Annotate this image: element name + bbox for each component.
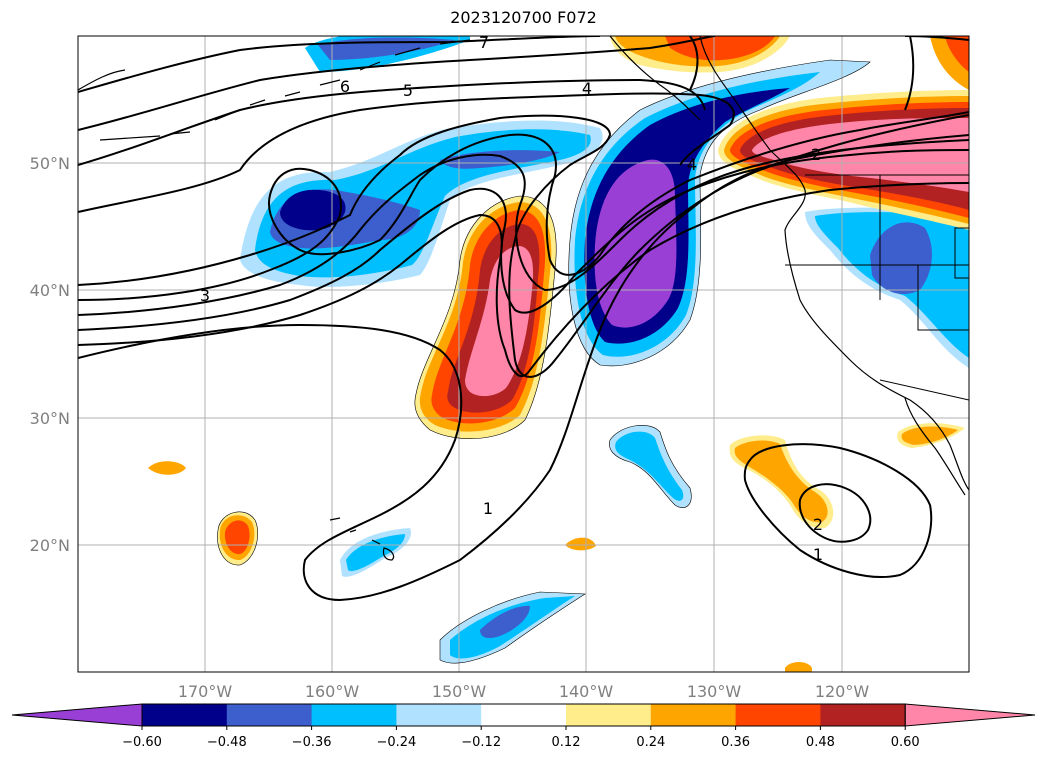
contour-label: 1	[483, 499, 493, 518]
positive-field-central	[414, 196, 557, 439]
contour-label: 2	[813, 515, 823, 534]
lon-label: 120°W	[815, 682, 870, 701]
lon-label: 150°W	[432, 682, 487, 701]
negative-field-south	[340, 425, 692, 664]
colorbar-tick-label: −0.60	[122, 735, 162, 750]
contour-label: 7	[479, 33, 489, 52]
colorbar-segment	[481, 704, 567, 726]
contour-label: 3	[200, 286, 210, 305]
lat-label: 50°N	[30, 154, 70, 173]
colorbar: −0.60 −0.48 −0.36 −0.24 −0.12 0.12 0.24 0.36 0.4…	[11, 703, 1036, 750]
colorbar-tick-label: −0.48	[207, 735, 247, 750]
colorbar-outline	[141, 703, 906, 727]
positive-field-south	[148, 423, 965, 672]
map-frame	[77, 35, 970, 673]
colorbar-tick-label: 0.36	[721, 735, 750, 750]
colorbar-segment	[566, 704, 652, 726]
colorbar-tick-label: −0.36	[292, 735, 332, 750]
colorbar-segment	[142, 704, 228, 726]
colorbar-tick-label: 0.60	[891, 735, 920, 750]
lat-label: 20°N	[30, 536, 70, 555]
lat-label: 40°N	[30, 281, 70, 300]
lon-label: 140°W	[559, 682, 614, 701]
longitude-labels: 170°W 160°W 150°W 140°W 130°W 120°W	[178, 682, 870, 701]
height-contours	[78, 36, 969, 602]
colorbar-extend-max	[904, 703, 1036, 727]
contour-label: 4	[582, 79, 592, 98]
contour-label: 2	[811, 145, 821, 164]
coastlines	[78, 36, 969, 561]
colorbar-tick-label: 0.48	[806, 735, 835, 750]
colorbar-tick-label: −0.12	[461, 735, 501, 750]
colorbar-tick-label: 0.24	[636, 735, 665, 750]
colorbar-segment	[820, 704, 906, 726]
colorbar-segment	[650, 704, 737, 726]
colorbar-segment	[311, 704, 397, 726]
colorbar-segment	[735, 704, 821, 726]
gridlines	[78, 36, 969, 672]
colorbar-extend-min	[11, 703, 143, 727]
lon-label: 130°W	[687, 682, 742, 701]
contour-label: 6	[340, 77, 350, 96]
colorbar-segment	[396, 704, 482, 726]
lon-label: 170°W	[178, 682, 233, 701]
colorbar-tick-label: −0.24	[376, 735, 416, 750]
latitude-labels: 50°N 40°N 30°N 20°N	[30, 154, 70, 555]
positive-field-north	[610, 36, 969, 90]
colorbar-segment	[226, 704, 313, 726]
map-title: 2023120700 F072	[450, 8, 597, 27]
shading-outlines	[217, 59, 871, 664]
lat-label: 30°N	[30, 409, 70, 428]
contour-labels: 1 1 2 2 3 4 4 5 6 7	[200, 33, 823, 564]
negative-field-east	[805, 207, 969, 368]
contour-label: 5	[403, 81, 413, 100]
colorbar-tick-label: 0.12	[552, 735, 581, 750]
contour-label: 4	[687, 155, 697, 174]
negative-field-trough	[568, 60, 870, 366]
contour-label: 1	[813, 545, 823, 564]
lon-label: 160°W	[305, 682, 360, 701]
